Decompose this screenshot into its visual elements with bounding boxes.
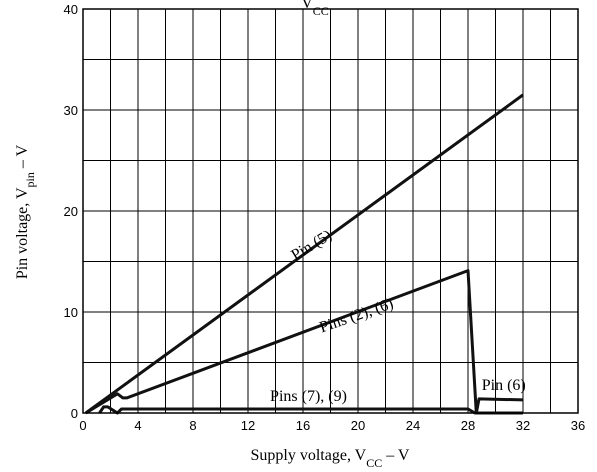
series-line-pins-7-9 [98,405,523,415]
y-tick-label: 0 [71,406,78,421]
y-tick-label: 30 [64,103,78,118]
x-tick-label: 36 [571,418,585,433]
y-tick-label: 40 [64,2,78,17]
series-annotation: Pins (2), (6) [317,295,395,336]
x-tick-label: 20 [351,418,365,433]
x-axis-title: Supply voltage, VCC – V [251,447,410,470]
plot-frame [82,8,579,414]
x-tick-label: 16 [296,418,310,433]
x-tick-label: 0 [79,418,86,433]
series-annotation: Pin (6) [482,377,526,394]
grid-layer [83,9,578,413]
x-tick-label: 8 [189,418,196,433]
y-axis-title: Pin voltage, Vpin – V [14,144,37,279]
x-tick-label: 24 [406,418,420,433]
y-tick-label: 20 [64,204,78,219]
y-tick-label: 10 [64,305,78,320]
x-tick-label: 32 [516,418,530,433]
series-line-pin-5 [84,93,524,415]
series-line-pins-2-6 [85,269,524,415]
series-annotation: Pins (7), (9) [270,388,347,405]
series-annotation: Pin (5) [288,227,334,264]
annotation-layer: Pin (5) Pins (2), (6) Pins (7), (9) Pin (6) [270,227,526,405]
tick-label-layer: 0 4 8 12 16 20 24 28 32 36 0 10 20 30 40 [64,2,586,433]
x-tick-label: 12 [241,418,255,433]
title-fragment: VCC [301,0,329,18]
x-tick-label: 4 [134,418,141,433]
x-tick-label: 28 [461,418,475,433]
